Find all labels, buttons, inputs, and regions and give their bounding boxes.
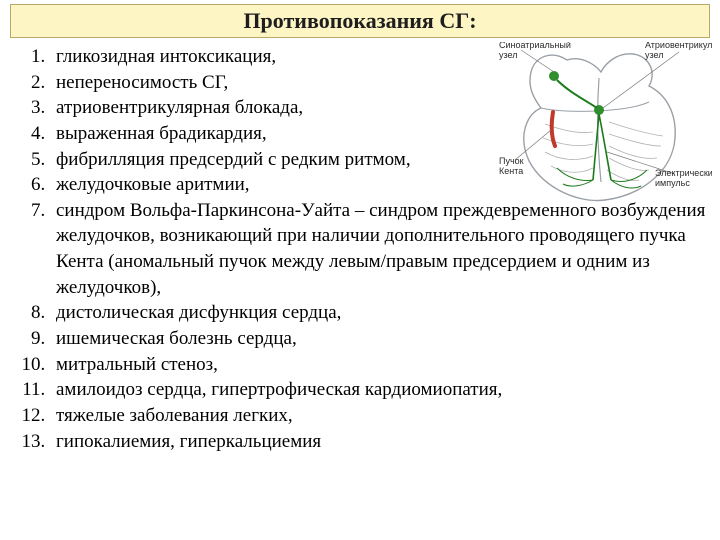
list-item: митральный стеноз, [50, 352, 710, 378]
list-item: желудочковые аритмии, [50, 172, 710, 198]
page-title: Противопоказания СГ: [243, 8, 476, 34]
list-item: выраженная брадикардия, [50, 121, 710, 147]
list-item: фибрилляция предсердий с редким ритмом, [50, 147, 710, 173]
list-item: синдром Вольфа-Паркинсона-Уайта – синдро… [50, 198, 710, 301]
list-item: дистолическая дисфункция сердца, [50, 300, 710, 326]
list-item: непереносимость СГ, [50, 70, 710, 96]
list-item: атриовентрикулярная блокада, [50, 95, 710, 121]
list-item: ишемическая болезнь сердца, [50, 326, 710, 352]
list-item: гипокалиемия, гиперкальциемия [50, 429, 710, 455]
slide: Противопоказания СГ: [0, 0, 720, 540]
list-item: тяжелые заболевания легких, [50, 403, 710, 429]
title-bar: Противопоказания СГ: [10, 4, 710, 38]
contraindication-list: гликозидная интоксикация, непереносимост… [10, 44, 710, 454]
content-area: гликозидная интоксикация, непереносимост… [10, 44, 710, 534]
list-item: гликозидная интоксикация, [50, 44, 710, 70]
list-item: амилоидоз сердца, гипертрофическая карди… [50, 377, 710, 403]
